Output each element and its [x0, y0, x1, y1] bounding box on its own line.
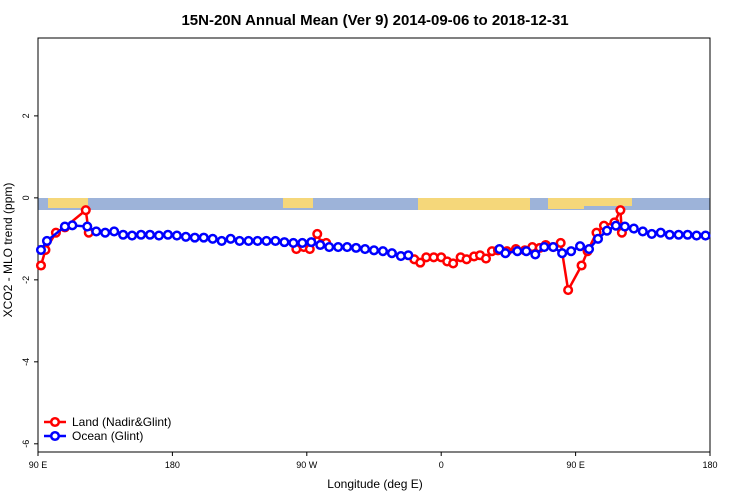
data-point	[682, 229, 693, 240]
data-point	[252, 235, 263, 246]
data-point	[583, 244, 595, 255]
data-point	[306, 237, 317, 248]
data-point	[35, 260, 47, 271]
data-point	[127, 230, 138, 241]
data-point	[180, 231, 191, 242]
data-point	[615, 205, 626, 216]
data-point	[673, 229, 684, 240]
x-tick-label: 90 W	[296, 460, 318, 470]
data-point	[109, 226, 120, 237]
data-point	[198, 232, 209, 243]
data-point	[91, 226, 102, 237]
x-tick-label: 180	[702, 460, 717, 470]
data-point	[403, 250, 414, 261]
data-point	[118, 229, 129, 240]
data-point	[162, 229, 173, 240]
data-point	[225, 233, 236, 244]
data-point	[555, 237, 566, 249]
data-point	[566, 246, 577, 257]
map-strip	[38, 198, 710, 210]
y-axis-label: XCO2 - MLO trend (ppm)	[1, 183, 15, 318]
data-point	[35, 244, 47, 255]
y-tick-label: -6	[21, 440, 31, 448]
data-point	[342, 241, 353, 253]
data-point	[359, 244, 371, 255]
data-point	[144, 229, 156, 240]
data-point	[646, 228, 657, 239]
data-point	[619, 221, 630, 232]
data-point	[377, 246, 389, 257]
data-point	[270, 235, 281, 246]
x-tick-label: 90 E	[566, 460, 585, 470]
x-tick-label: 90 E	[29, 460, 48, 470]
data-point	[135, 229, 147, 240]
data-point	[601, 225, 613, 236]
legend-label: Land (Nadir&Glint)	[72, 415, 171, 429]
data-point	[100, 227, 111, 238]
chart-title: 15N-20N Annual Mean (Ver 9) 2014-09-06 t…	[181, 12, 568, 29]
data-point	[664, 229, 675, 240]
data-point	[67, 220, 78, 231]
x-tick-label: 180	[165, 460, 180, 470]
data-point	[243, 235, 254, 246]
legend-label: Ocean (Glint)	[72, 429, 143, 443]
legend-marker	[49, 416, 61, 428]
data-point	[655, 227, 666, 238]
data-point	[216, 235, 227, 246]
data-point	[297, 237, 308, 249]
data-point	[592, 233, 604, 244]
data-point	[628, 223, 639, 234]
data-point	[548, 241, 559, 253]
data-point	[351, 242, 362, 253]
x-tick-label: 0	[439, 460, 444, 470]
y-tick-label: 0	[21, 195, 31, 200]
data-point	[386, 248, 397, 259]
data-point	[637, 226, 648, 237]
data-point	[189, 232, 200, 243]
data-point	[312, 228, 323, 239]
data-point	[368, 245, 380, 256]
data-point	[207, 233, 218, 244]
data-point	[153, 230, 165, 241]
data-point	[171, 230, 182, 241]
data-point	[80, 205, 91, 216]
y-tick-label: -4	[21, 358, 31, 366]
plot-frame	[37, 37, 711, 453]
data-point	[279, 237, 290, 248]
data-point	[512, 246, 523, 257]
data-point	[261, 235, 272, 246]
data-point	[234, 235, 245, 246]
data-point	[700, 230, 711, 241]
data-point	[557, 248, 568, 259]
data-point	[82, 221, 93, 232]
data-point	[521, 246, 532, 257]
legend-marker	[49, 430, 61, 442]
data-point	[448, 258, 459, 269]
data-point	[500, 248, 511, 259]
data-point	[575, 241, 586, 252]
data-point	[315, 239, 326, 251]
data-point	[691, 230, 702, 241]
y-tick-label: -2	[21, 276, 31, 284]
data-point	[576, 260, 587, 271]
data-point	[563, 285, 574, 296]
data-point	[415, 257, 426, 268]
data-point	[480, 253, 492, 264]
x-axis-label: Longitude (deg E)	[327, 477, 422, 491]
data-point	[333, 241, 344, 253]
data-point	[41, 235, 53, 246]
data-point	[530, 249, 541, 260]
y-tick-label: 2	[21, 113, 31, 118]
data-point	[539, 241, 550, 253]
data-point	[288, 237, 299, 249]
data-point	[610, 220, 621, 231]
data-point	[324, 241, 335, 253]
